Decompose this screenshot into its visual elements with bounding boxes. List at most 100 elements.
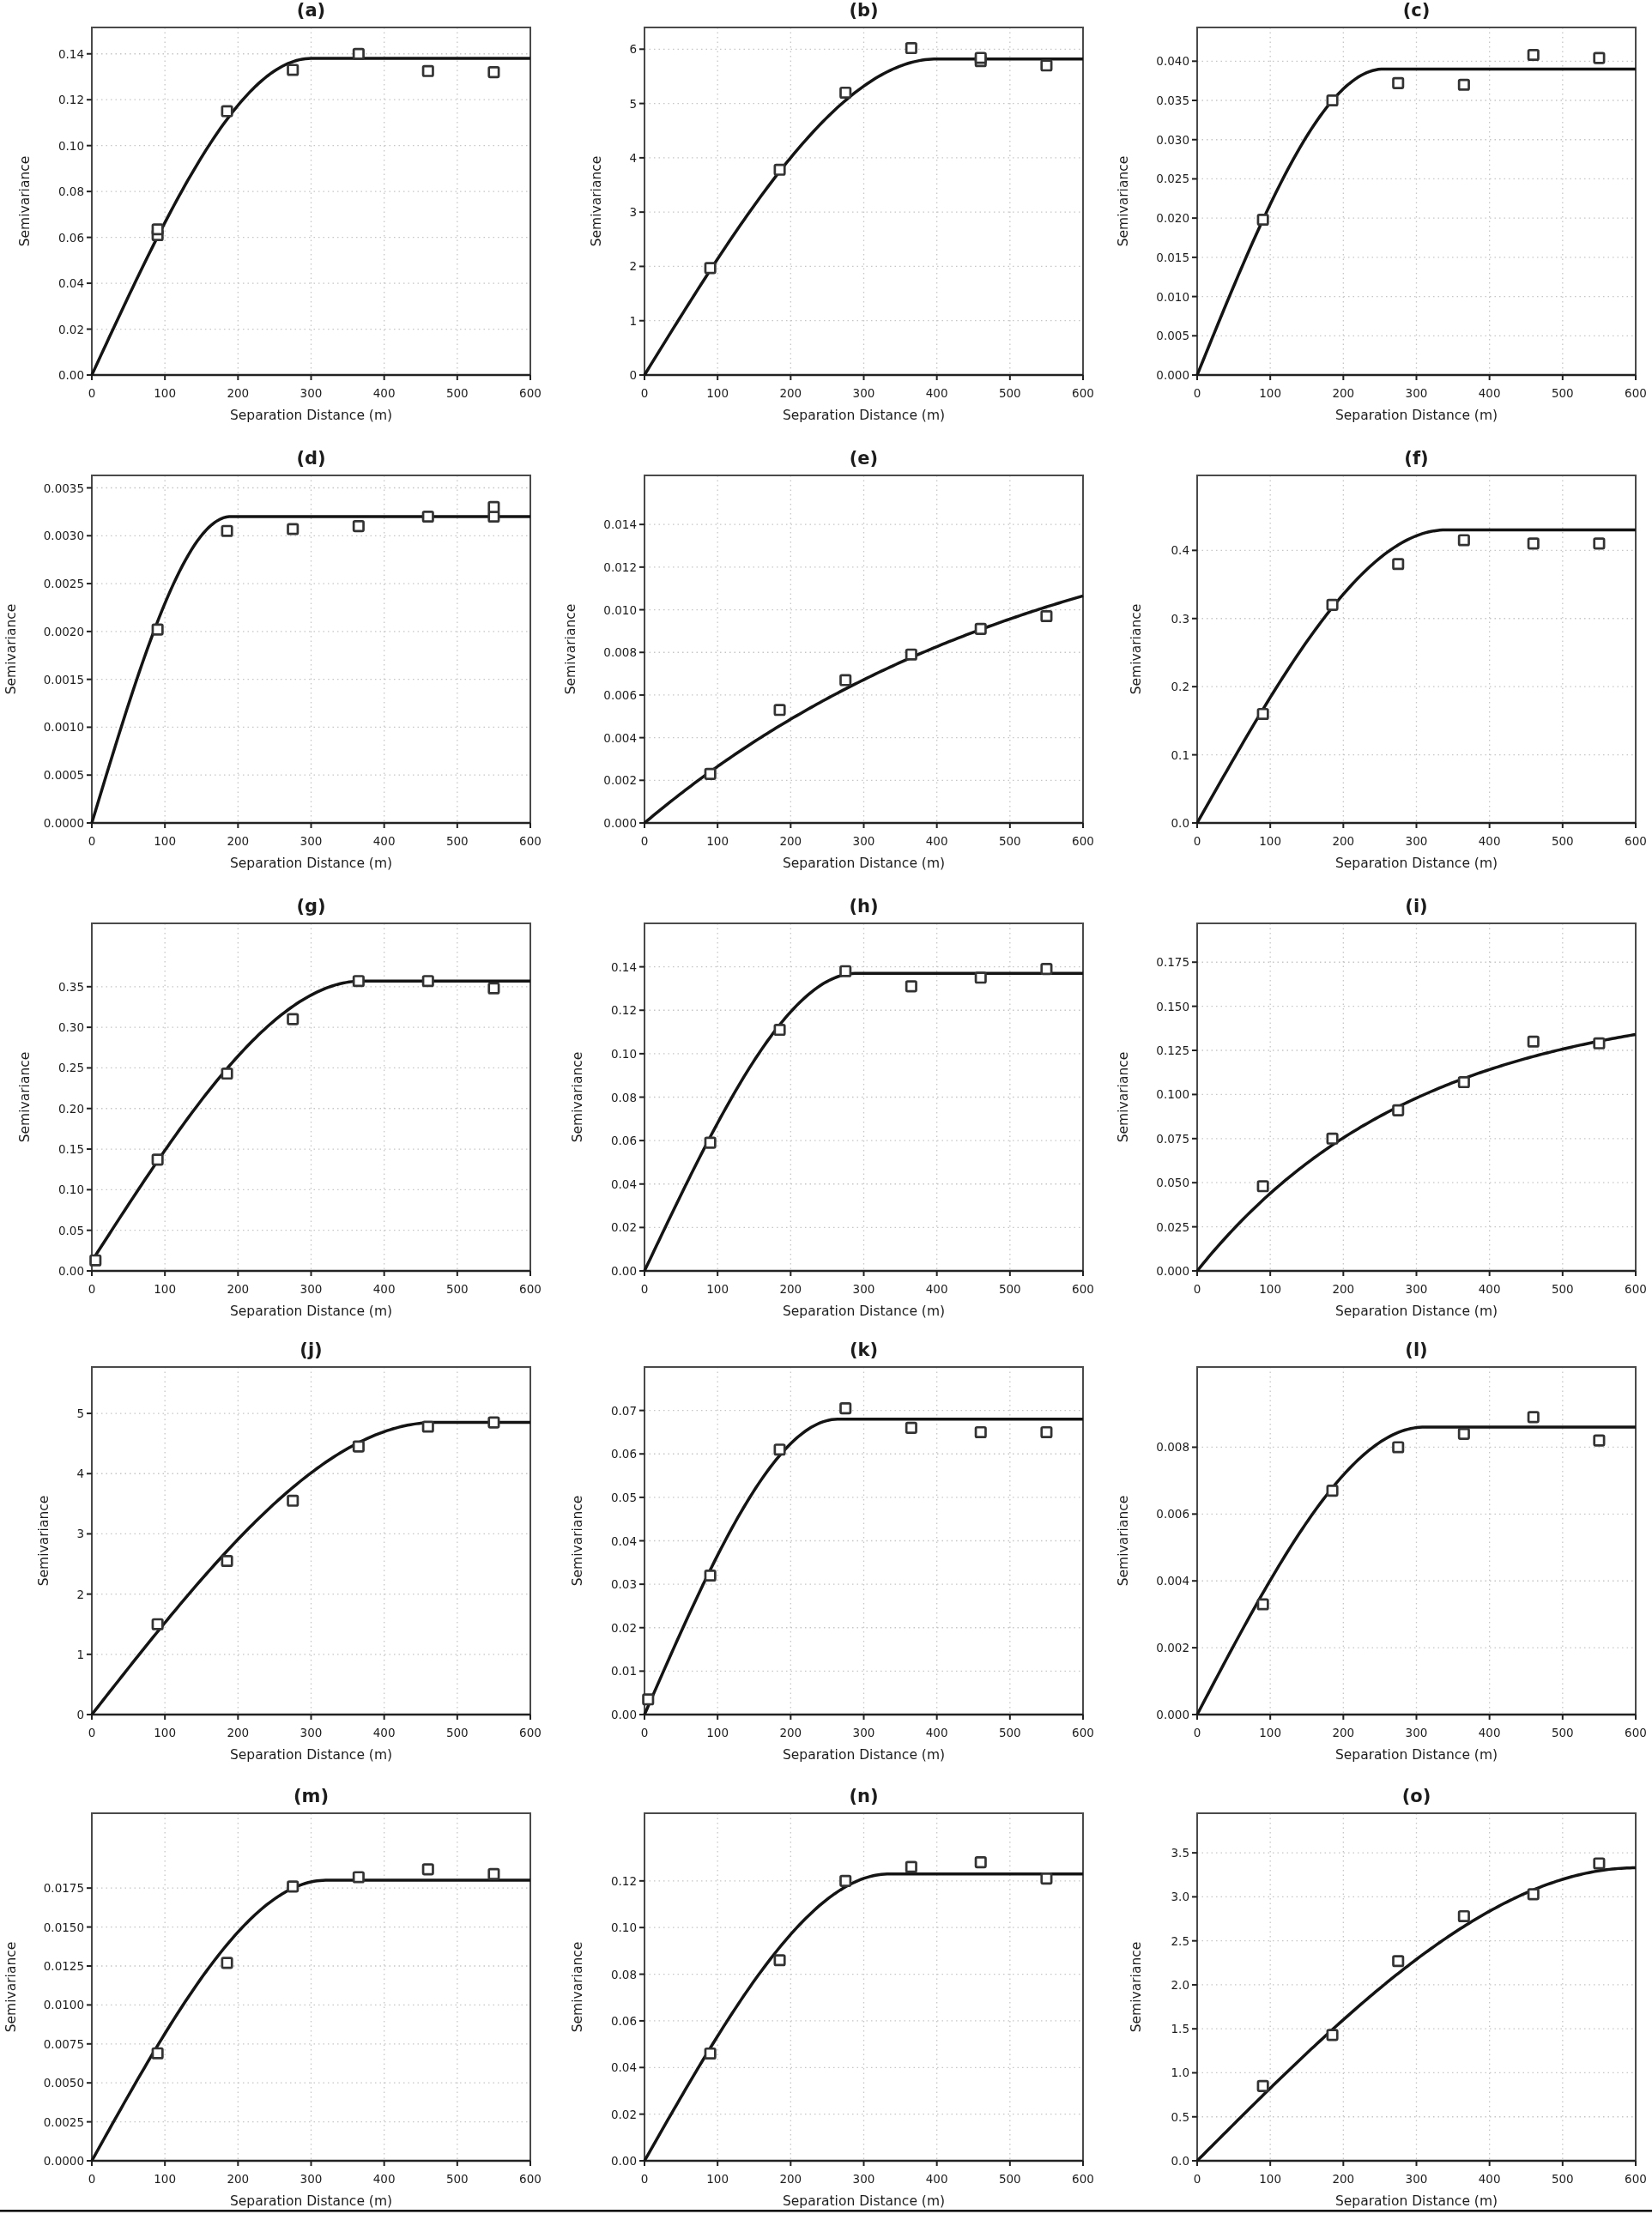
x-tick-label: 400 <box>926 1282 948 1296</box>
x-axis-title: Separation Distance (m) <box>783 408 945 423</box>
x-axis-title: Separation Distance (m) <box>1335 2193 1498 2209</box>
y-axis-title: Semivariance <box>563 604 578 695</box>
y-tick-label: 0 <box>629 368 637 382</box>
x-tick-label: 0 <box>1194 386 1201 400</box>
y-tick-label: 5 <box>76 1406 84 1420</box>
y-tick-label: 0.20 <box>58 1102 84 1116</box>
x-tick-label: 300 <box>300 834 323 848</box>
y-tick-label: 0.00 <box>58 1264 84 1278</box>
subplot-title: (l) <box>1405 1340 1427 1360</box>
y-axis-title: Semivariance <box>570 1496 585 1587</box>
x-tick-label: 500 <box>999 2172 1021 2186</box>
data-point <box>906 982 916 991</box>
data-point <box>775 165 784 174</box>
y-tick-label: 0.12 <box>58 93 84 106</box>
data-point <box>841 966 850 976</box>
x-tick-label: 200 <box>1332 2172 1354 2186</box>
data-point <box>1394 1957 1403 1966</box>
x-axis-title: Separation Distance (m) <box>230 408 392 423</box>
chart-o: 01002003004005006000.00.51.01.52.02.53.0… <box>1129 1786 1647 2209</box>
x-tick-label: 400 <box>373 1282 396 1296</box>
y-tick-label: 0.004 <box>1156 1574 1189 1588</box>
data-point <box>222 526 232 535</box>
data-point <box>705 1570 715 1580</box>
chart-g: 01002003004005006000.000.050.100.150.200… <box>17 896 542 1319</box>
x-tick-label: 300 <box>853 834 875 848</box>
y-tick-label: 0.175 <box>1156 955 1189 969</box>
data-point <box>1258 2081 1268 2090</box>
x-tick-label: 400 <box>373 2172 396 2186</box>
data-point <box>1595 1859 1604 1868</box>
y-tick-label: 0.0175 <box>44 1881 84 1895</box>
data-point <box>1258 1182 1268 1191</box>
data-point <box>288 65 298 75</box>
y-tick-label: 0 <box>76 1708 84 1721</box>
x-tick-label: 300 <box>853 1282 875 1296</box>
chart-i: 01002003004005006000.0000.0250.0500.0750… <box>1116 896 1647 1319</box>
x-tick-label: 600 <box>1072 1726 1094 1739</box>
data-point <box>222 1556 232 1565</box>
y-tick-label: 0.04 <box>58 276 84 290</box>
data-point <box>705 2048 715 2058</box>
x-tick-label: 600 <box>519 2172 542 2186</box>
data-point <box>1459 80 1468 89</box>
data-point <box>153 625 162 634</box>
data-point <box>222 1068 232 1078</box>
subplot-title: (h) <box>849 896 878 916</box>
y-tick-label: 0.1 <box>1171 748 1189 762</box>
data-point <box>1595 539 1604 548</box>
y-tick-label: 0.08 <box>611 1968 637 1981</box>
y-axis-title: Semivariance <box>1129 1942 1144 2033</box>
y-tick-label: 0.020 <box>1156 211 1189 225</box>
y-tick-label: 0.025 <box>1156 1220 1189 1234</box>
y-tick-label: 1 <box>76 1648 84 1661</box>
y-tick-label: 4 <box>76 1467 84 1480</box>
chart-a: 01002003004005006000.000.020.040.060.080… <box>17 0 542 423</box>
x-tick-label: 300 <box>300 2172 323 2186</box>
data-point <box>354 1442 363 1451</box>
chart-j: 0100200300400500600012345(j)Separation D… <box>36 1340 541 1763</box>
data-point <box>1595 53 1604 63</box>
y-tick-label: 0.000 <box>1156 368 1189 382</box>
x-tick-label: 400 <box>926 2172 948 2186</box>
data-point <box>1394 1443 1403 1452</box>
x-tick-label: 0 <box>88 1726 96 1739</box>
y-tick-label: 0.040 <box>1156 54 1189 68</box>
x-tick-label: 100 <box>706 1282 729 1296</box>
chart-e: 01002003004005006000.0000.0020.0040.0060… <box>563 448 1094 871</box>
y-tick-label: 0.05 <box>611 1491 637 1504</box>
x-tick-label: 400 <box>926 386 948 400</box>
y-tick-label: 0.025 <box>1156 172 1189 185</box>
data-point <box>1528 1890 1538 1899</box>
x-axis-title: Separation Distance (m) <box>230 2193 392 2209</box>
x-axis-title: Separation Distance (m) <box>783 1747 945 1763</box>
y-tick-label: 0.050 <box>1156 1176 1189 1189</box>
fit-curve <box>644 596 1083 823</box>
x-tick-label: 500 <box>446 1726 469 1739</box>
data-point <box>906 650 916 659</box>
x-tick-label: 200 <box>1332 386 1354 400</box>
data-point <box>1328 95 1337 105</box>
y-axis-title: Semivariance <box>570 1942 585 2033</box>
data-point <box>976 973 985 983</box>
x-tick-label: 200 <box>227 386 249 400</box>
y-tick-label: 0.02 <box>611 2108 637 2121</box>
subplot-title: (j) <box>300 1340 322 1360</box>
y-tick-label: 0.125 <box>1156 1043 1189 1057</box>
x-tick-label: 100 <box>1259 834 1281 848</box>
y-tick-label: 0.075 <box>1156 1132 1189 1146</box>
x-tick-label: 600 <box>1625 1726 1647 1739</box>
y-tick-label: 0.0015 <box>44 673 84 687</box>
data-point <box>489 983 499 993</box>
data-point <box>354 976 363 985</box>
x-tick-label: 500 <box>1552 386 1574 400</box>
subplot-title: (g) <box>296 896 325 916</box>
data-point <box>1459 1429 1468 1438</box>
data-point <box>153 225 162 234</box>
data-point <box>705 263 715 273</box>
data-point <box>1595 1436 1604 1445</box>
data-point <box>1595 1038 1604 1048</box>
chart-b: 01002003004005006000123456(b)Separation … <box>589 0 1093 423</box>
data-point <box>489 1418 499 1427</box>
x-tick-label: 600 <box>519 1282 542 1296</box>
